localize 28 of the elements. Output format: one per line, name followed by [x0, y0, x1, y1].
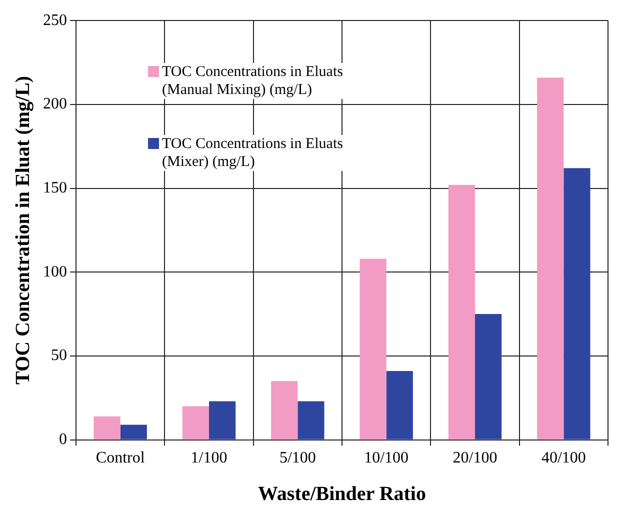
bar — [182, 406, 209, 440]
x-axis-title: Waste/Binder Ratio — [258, 483, 426, 506]
x-tick-label: 20/100 — [452, 450, 498, 467]
y-tick-label: 250 — [43, 12, 67, 29]
x-tick-label: 40/100 — [541, 450, 586, 467]
y-tick-label: 150 — [43, 179, 67, 196]
legend-label: TOC Concentrations in Eluats (Manual Mixing) (mg/L) — [162, 63, 377, 99]
y-tick-label: 50 — [51, 347, 67, 364]
y-tick-label: 0 — [59, 431, 67, 448]
bar — [360, 258, 386, 440]
bar — [475, 314, 502, 440]
x-tick-label: 1/100 — [190, 450, 228, 467]
bar — [120, 424, 147, 440]
y-axis-title: TOC Concentration in Eluat (mg/L) — [12, 76, 34, 384]
bar — [537, 78, 564, 440]
legend-label: TOC Concentrations in Eluats (Mixer) (mg/L) — [162, 135, 377, 171]
x-tick-label: 5/100 — [279, 450, 316, 467]
bar — [448, 184, 475, 440]
bar — [94, 416, 120, 440]
y-tick-label: 200 — [43, 96, 67, 113]
x-tick-label: Control — [96, 450, 146, 467]
bar — [386, 371, 413, 440]
bar — [298, 401, 324, 440]
bar — [271, 381, 298, 440]
x-tick-label: 10/100 — [364, 450, 409, 467]
y-tick-label: 100 — [43, 263, 67, 280]
bar — [209, 401, 236, 440]
bar — [564, 168, 590, 440]
